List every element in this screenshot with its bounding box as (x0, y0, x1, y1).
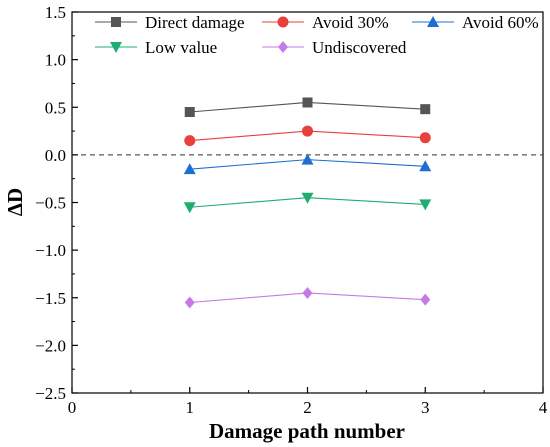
data-point (301, 192, 314, 204)
data-point (420, 293, 431, 306)
y-tick-label: −0.5 (35, 194, 66, 213)
y-axis: 1.5 1.0 0.5 0.0 −0.5 −1.0 −1.5 −2.0 −2.5 (35, 3, 78, 403)
data-point (420, 104, 431, 115)
legend-marker (111, 17, 121, 27)
series-4 (184, 286, 431, 309)
x-axis: 0 1 2 3 4 (68, 387, 548, 417)
legend-label: Direct damage (145, 13, 245, 32)
y-tick-label: −2.5 (35, 384, 66, 403)
legend-marker (427, 16, 439, 27)
data-point (419, 199, 432, 211)
data-point (419, 160, 432, 172)
data-point (184, 107, 195, 118)
y-tick-label: 0.0 (45, 146, 66, 165)
legend-label: Avoid 60% (462, 13, 539, 32)
legend-marker (277, 16, 289, 28)
legend-item: Direct damage (95, 13, 245, 32)
legend-item: Undiscovered (262, 38, 407, 57)
legend-item: Avoid 30% (262, 13, 389, 32)
data-point (301, 153, 314, 165)
legend-label: Low value (145, 38, 217, 57)
x-tick-label: 2 (303, 398, 312, 417)
series-layer (183, 97, 432, 309)
x-tick-label: 3 (421, 398, 430, 417)
legend-item: Avoid 60% (412, 13, 539, 32)
data-point (183, 202, 196, 214)
x-tick-label: 0 (68, 398, 77, 417)
legend-marker (278, 41, 288, 53)
data-point (302, 125, 313, 137)
x-axis-title: Damage path number (209, 419, 405, 443)
series-0 (184, 97, 431, 118)
legend: Direct damage Avoid 30% Avoid 60% Low value… (95, 13, 539, 57)
legend-marker (110, 42, 122, 53)
legend-item: Low value (95, 38, 217, 57)
legend-label: Avoid 30% (312, 13, 389, 32)
y-tick-label: 1.0 (45, 51, 66, 70)
x-tick-label: 1 (186, 398, 195, 417)
series-1 (184, 125, 431, 147)
series-2 (183, 153, 432, 175)
series-3 (183, 192, 432, 214)
y-tick-label: 1.5 (45, 3, 66, 22)
y-tick-label: −1.5 (35, 289, 66, 308)
y-axis-title: ΔD (3, 188, 27, 216)
data-point (302, 286, 313, 299)
data-point (183, 163, 196, 175)
data-point (184, 135, 196, 147)
data-point (184, 296, 195, 309)
y-tick-label: −2.0 (35, 336, 66, 355)
y-tick-label: −1.0 (35, 241, 66, 260)
data-point (419, 132, 431, 144)
data-point (302, 97, 313, 108)
x-tick-label: 4 (539, 398, 548, 417)
y-tick-label: 0.5 (45, 98, 66, 117)
legend-label: Undiscovered (312, 38, 407, 57)
